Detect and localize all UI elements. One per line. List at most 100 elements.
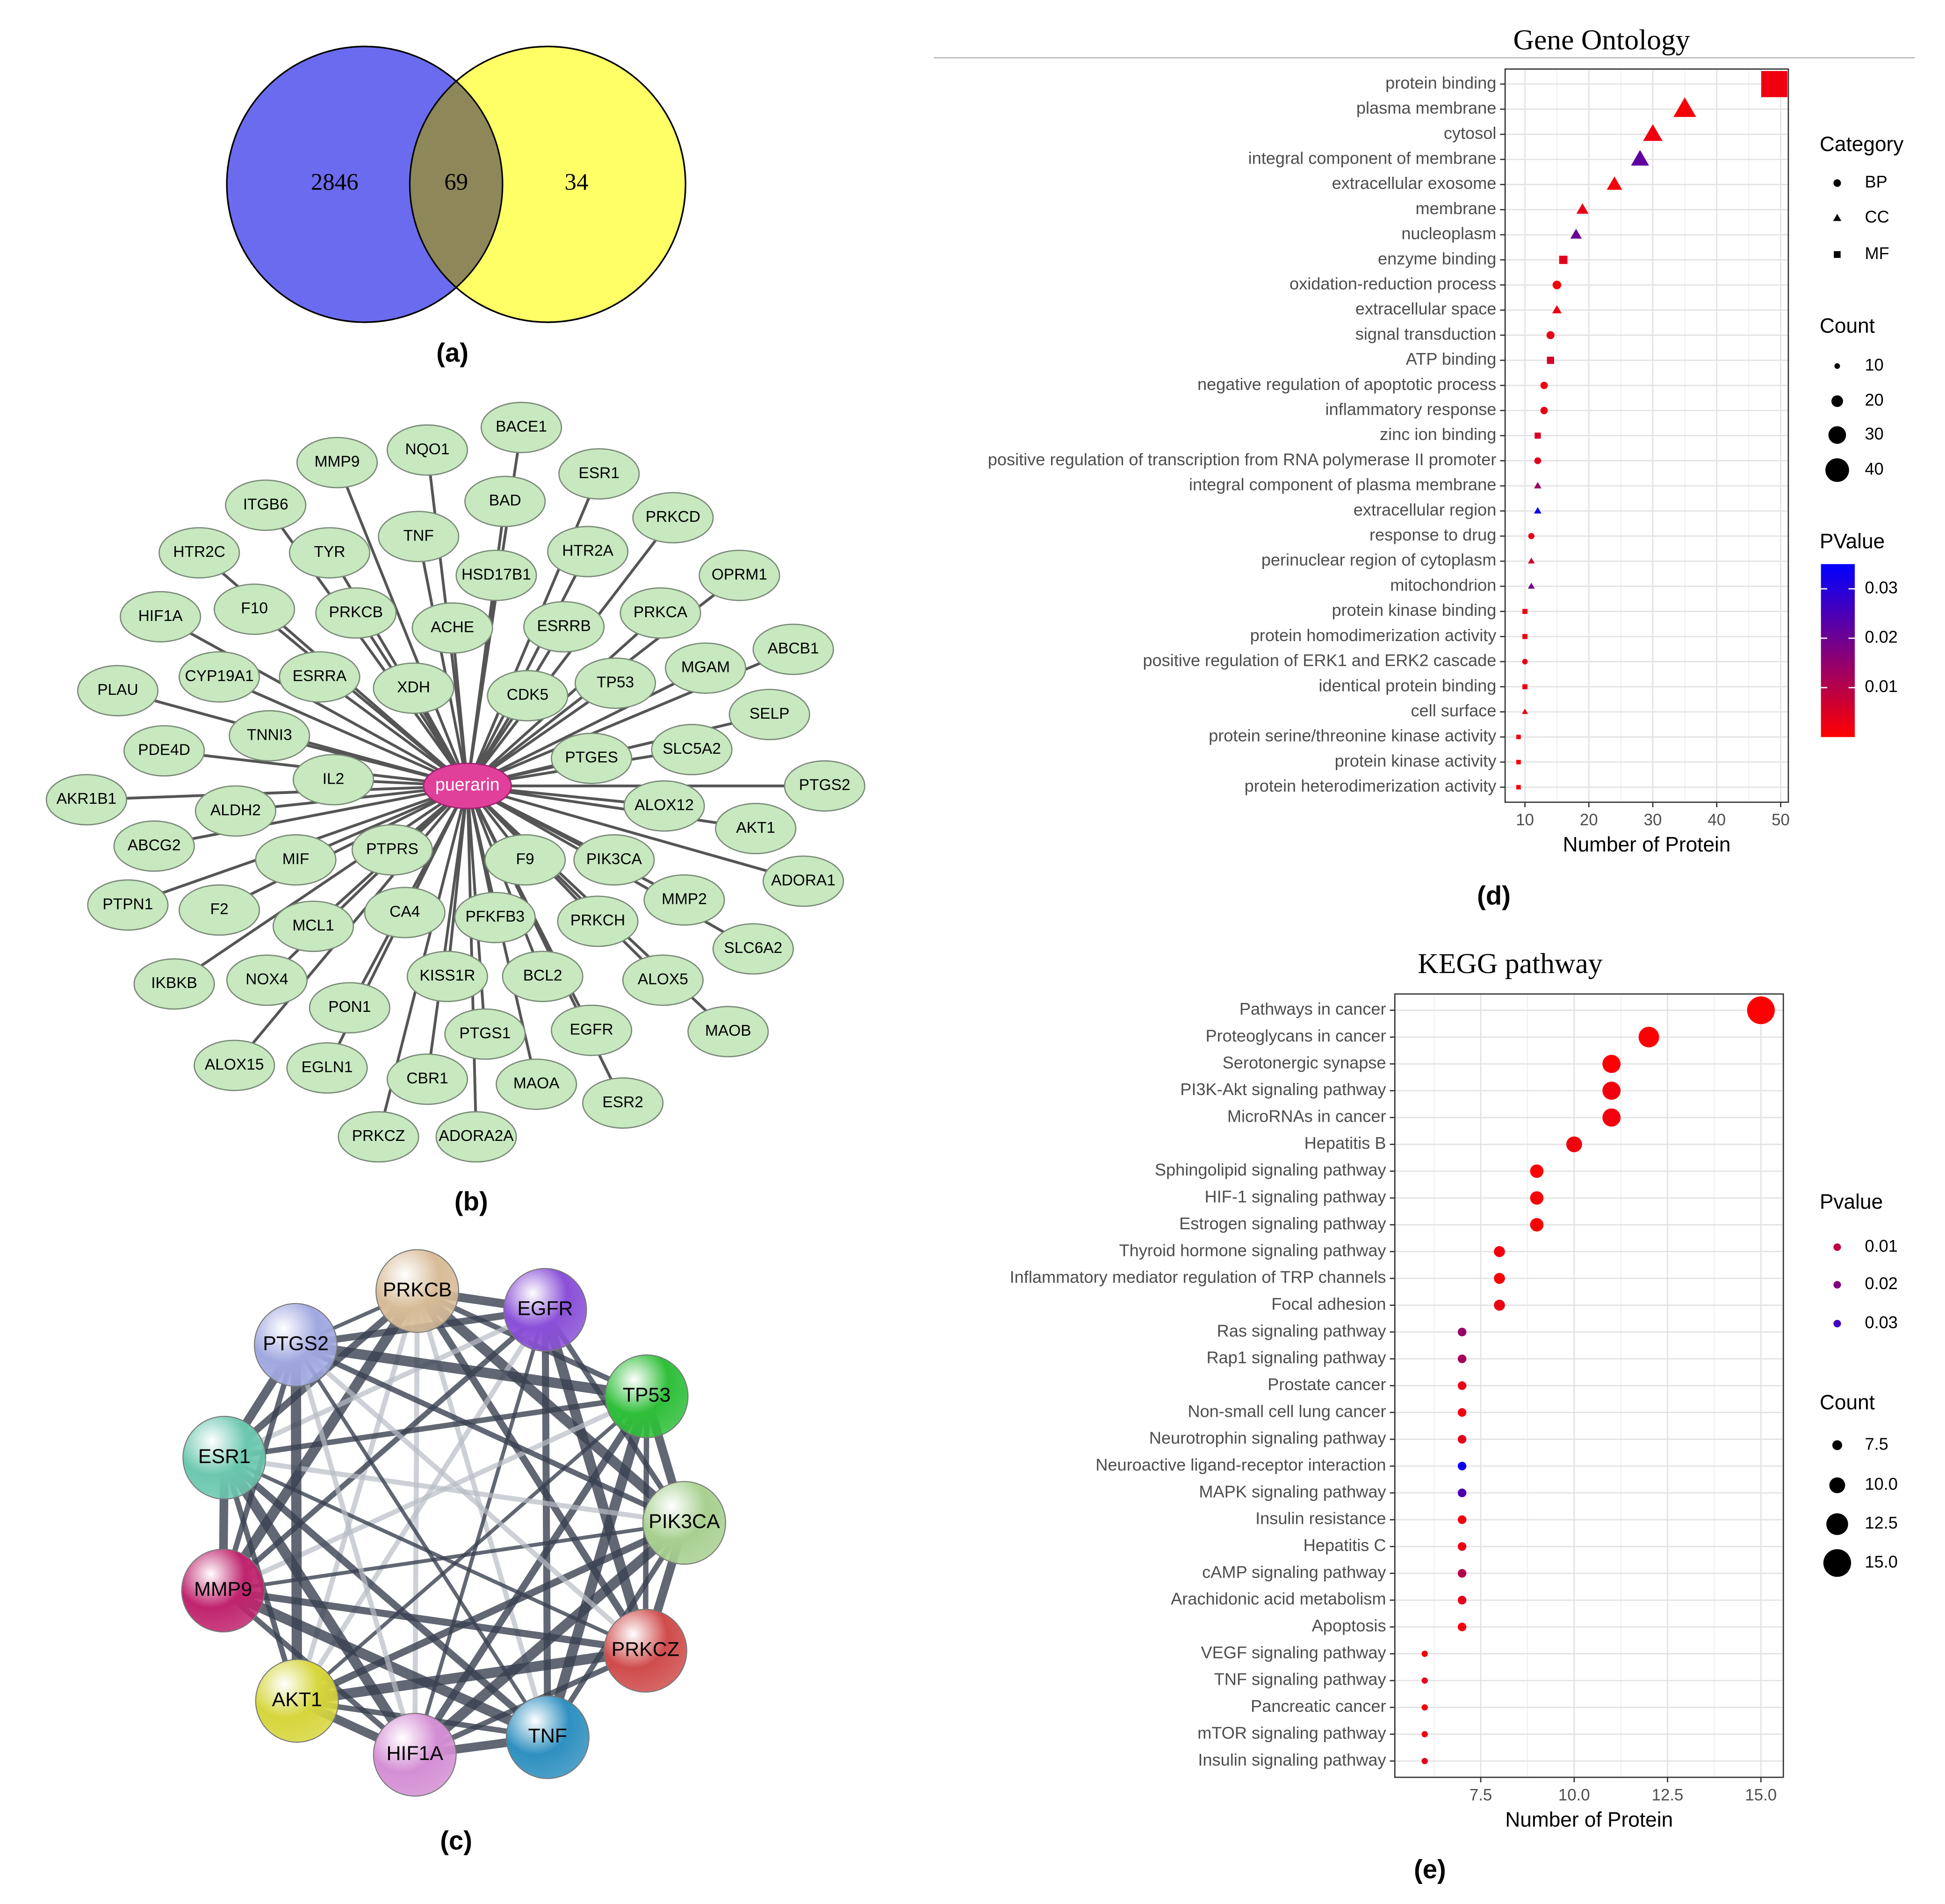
network-node (557, 895, 639, 947)
y-tick-label: Arachidonic acid metabolism (1171, 1589, 1386, 1608)
legend-title: Category (1820, 133, 1904, 156)
network-node-label: PON1 (328, 998, 371, 1016)
network-node-label: BACE1 (496, 418, 547, 435)
network-node (784, 760, 865, 812)
network-node (664, 642, 747, 694)
dot (1534, 482, 1542, 489)
legend-size-dot (1832, 1440, 1843, 1450)
network-node (406, 951, 489, 1002)
legend-shape (1834, 251, 1841, 258)
dot (1457, 1569, 1467, 1578)
network-node (226, 954, 308, 1006)
dot (1631, 150, 1650, 166)
y-tick-label: Insulin signaling pathway (1198, 1750, 1386, 1769)
legend-color-dot (1833, 1281, 1841, 1289)
x-tick-label: 10.0 (1558, 1786, 1590, 1804)
network-node (87, 879, 169, 931)
legend-label: 30 (1865, 424, 1883, 443)
network-node-label: PTPN1 (102, 895, 153, 913)
y-tick-label: MicroRNAs in cancer (1227, 1107, 1386, 1126)
network-node-label: ALOX12 (634, 797, 694, 814)
dot (1457, 1354, 1467, 1363)
network-node-label: TNF (403, 527, 434, 544)
network-node-label: HSD17B1 (461, 566, 531, 583)
colorbar-label: 0.01 (1865, 677, 1897, 696)
y-tick-label: plasma membrane (1356, 98, 1497, 117)
network-node-label: ESR2 (602, 1094, 643, 1111)
dot (1570, 229, 1582, 239)
network-node-label: MMP2 (662, 891, 707, 908)
network-center (423, 763, 512, 809)
network-node-label: PDE4D (138, 742, 190, 759)
y-tick-label: cytosol (1444, 123, 1497, 143)
dot (1457, 1327, 1467, 1336)
dot (1530, 1191, 1544, 1205)
network-node (480, 402, 562, 454)
y-tick-label: negative regulation of apoptotic process (1197, 375, 1496, 394)
ppi-node-label: PRKCB (383, 1278, 452, 1301)
network-node (752, 623, 834, 675)
ppi-edge (294, 1343, 647, 1653)
legend-color-dot (1833, 1320, 1841, 1327)
network-node (123, 725, 205, 777)
network-node (45, 774, 128, 826)
ppi-node (603, 1608, 687, 1693)
chart-title: KEGG pathway (1418, 948, 1603, 980)
network-node-label: AKT1 (736, 819, 775, 837)
network-node-label: TNNI3 (247, 726, 292, 743)
legend-title: Pvalue (1820, 1190, 1883, 1213)
network-node (464, 476, 546, 527)
network-node (386, 424, 468, 476)
network-node (551, 1004, 633, 1056)
y-tick-label: extracellular space (1355, 299, 1497, 318)
colorbar-label: 0.02 (1865, 627, 1897, 647)
dot (1530, 1218, 1544, 1232)
network-node-label: PFKFB3 (465, 908, 525, 925)
legend-size-dot (1825, 458, 1849, 482)
network-node-label: EGLN1 (302, 1059, 353, 1076)
ppi-node (373, 1713, 457, 1797)
ppi-node-label: PIK3CA (648, 1510, 720, 1533)
network-node-label: HTR2C (173, 543, 225, 561)
network-edge (467, 667, 706, 787)
network-node-label: AKR1B1 (57, 790, 117, 808)
network-node (455, 549, 537, 601)
network-node (444, 1008, 526, 1060)
dot (1602, 1054, 1621, 1073)
network-node (699, 549, 780, 601)
network-node-label: PTGS1 (459, 1024, 511, 1042)
legend-size-dot (1826, 1513, 1848, 1535)
y-tick-label: positive regulation of ERK1 and ERK2 cas… (1143, 651, 1496, 670)
y-tick-label: protein kinase binding (1332, 600, 1496, 620)
dot (1528, 533, 1534, 540)
y-tick-label: integral component of membrane (1248, 148, 1497, 167)
dot (1521, 708, 1528, 714)
ppi-node (181, 1549, 265, 1633)
dot (1576, 203, 1589, 214)
dot (1546, 331, 1555, 339)
x-tick-label: 12.5 (1652, 1786, 1684, 1804)
network-node (338, 1111, 419, 1163)
x-tick-label: 10 (1516, 811, 1534, 829)
x-tick-label: 15.0 (1745, 1786, 1777, 1804)
network-node (502, 951, 584, 1002)
x-tick-label: 7.5 (1470, 1786, 1492, 1804)
network-node (643, 874, 725, 926)
network-node (623, 780, 705, 832)
y-tick-label: identical protein binding (1318, 676, 1496, 695)
network-node-label: F2 (210, 901, 229, 918)
ppi-node-label: PRKCZ (612, 1638, 679, 1661)
network-edge (467, 785, 804, 883)
network-node (119, 591, 202, 642)
ppi-edge (296, 1645, 646, 1706)
ppi-node-label: TP53 (623, 1384, 670, 1406)
y-tick-label: TNF signaling pathway (1214, 1670, 1387, 1689)
ppi-edge (218, 1288, 422, 1594)
network-node-label: ESR1 (578, 464, 620, 482)
dot (1421, 1704, 1428, 1711)
dot (1527, 583, 1535, 589)
network-node (632, 492, 714, 544)
colorbar-label: 0.03 (1865, 578, 1897, 597)
y-tick-label: nucleoplasm (1401, 224, 1496, 243)
